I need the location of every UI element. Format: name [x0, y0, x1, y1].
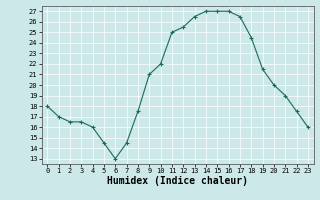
X-axis label: Humidex (Indice chaleur): Humidex (Indice chaleur) [107, 176, 248, 186]
